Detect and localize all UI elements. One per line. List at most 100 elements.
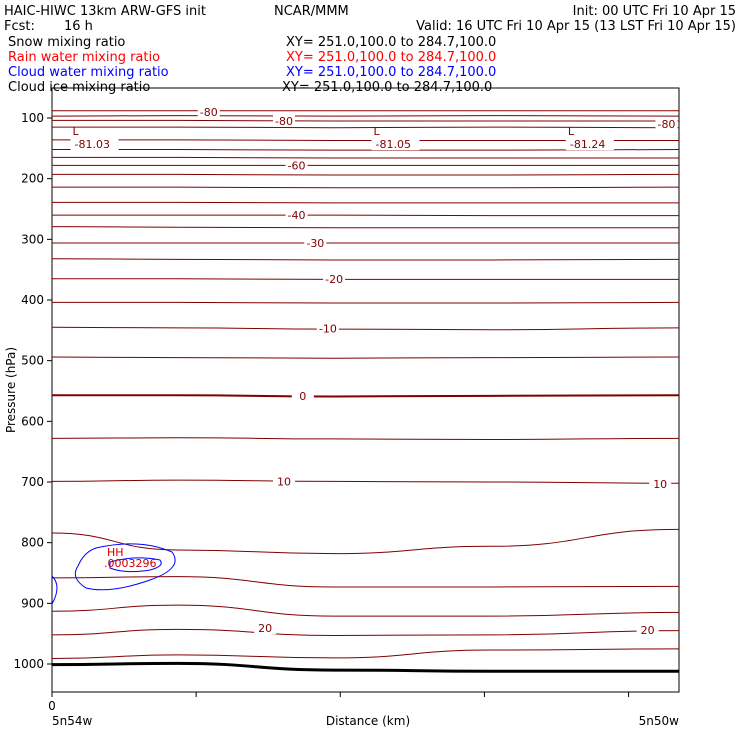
- isotherm-line: [52, 394, 680, 398]
- contour-label: 20: [258, 622, 272, 635]
- isotherm-line: [52, 139, 679, 141]
- field-cloud-water-name: Cloud water mixing ratio: [8, 65, 169, 80]
- isotherm-line: [51, 149, 680, 151]
- header-fcst-value: 16 h: [64, 19, 93, 34]
- contour-label: -80: [200, 106, 218, 119]
- contour-label: -80: [657, 118, 675, 131]
- isotherm-line: [51, 479, 680, 484]
- isotherm-line: [51, 528, 680, 555]
- y-axis-ticks: 100 200 300 400 500 600 700 800 900 1000: [13, 111, 52, 671]
- y-axis-title: Pressure (hPa): [4, 347, 18, 433]
- contour-label: 0: [299, 390, 306, 403]
- isotherm-line: [51, 326, 680, 331]
- contour-label: -80: [275, 115, 293, 128]
- extremum-value: -81.03: [75, 138, 110, 151]
- extremum-symbol: L: [374, 125, 381, 138]
- contour-label: 10: [653, 478, 667, 491]
- cloud-water-contour: [74, 543, 176, 591]
- contour-label-bg: [636, 624, 659, 637]
- isotherm-line: [51, 648, 680, 660]
- ground-surface: [51, 661, 679, 673]
- extremum-value: -81.05: [376, 138, 411, 151]
- y-tick-label: 600: [21, 414, 44, 428]
- cloud-water-contours: [51, 543, 176, 605]
- isotherm-line: [51, 576, 680, 588]
- field-snow-name: Snow mixing ratio: [8, 35, 125, 50]
- x-endpoint-left: 5n54w: [52, 714, 93, 728]
- isotherm-line: [52, 278, 679, 280]
- isotherm-line: [51, 115, 680, 117]
- contour-label: 20: [641, 624, 655, 637]
- isotherm-line: [52, 173, 680, 176]
- y-tick-label: 1000: [13, 657, 44, 671]
- isotherm-line: [51, 628, 680, 636]
- contour-label-bg: [272, 115, 295, 128]
- extremum-symbol: L: [568, 125, 575, 138]
- contour-label-bg: [316, 322, 339, 335]
- field-rain-xy: XY= 251.0,100.0 to 284.7,100.0: [286, 50, 496, 65]
- isotherm-line: [52, 126, 680, 129]
- contour-label: -10: [319, 323, 337, 336]
- isotherm-line: [51, 214, 679, 217]
- extremum-value-bg: [565, 138, 614, 151]
- header-init: Init: 00 UTC Fri 10 Apr 15: [573, 4, 736, 19]
- contour-label-bg: [285, 209, 308, 222]
- field-rain-name: Rain water mixing ratio: [8, 50, 160, 65]
- isotherm-line: [51, 604, 680, 617]
- contour-label: -30: [306, 237, 324, 250]
- y-tick-label: 900: [21, 596, 44, 610]
- y-tick-label: 700: [21, 475, 44, 489]
- isotherm-line: [52, 119, 679, 122]
- field-cloud-water-xy: XY= 251.0,100.0 to 284.7,100.0: [286, 65, 496, 80]
- y-tick-label: 200: [21, 172, 44, 186]
- y-tick-label: 300: [21, 232, 44, 246]
- plot-frame: [51, 87, 680, 693]
- contour-label: -40: [288, 209, 306, 222]
- isotherm-line: [52, 186, 680, 189]
- isotherm-contours: [51, 110, 680, 660]
- extremum-value-bg: [70, 138, 119, 151]
- header-title: HAIC-HIWC 13km ARW-GFS init: [4, 4, 206, 19]
- extremum-value: -81.24: [570, 138, 605, 151]
- header-fcst-label: Fcst:: [4, 19, 35, 34]
- isotherm-line: [52, 156, 679, 159]
- isotherm-line: [51, 226, 679, 229]
- x-axis-ticks: [51, 692, 630, 697]
- x-axis-title: Distance (km): [326, 714, 410, 728]
- isotherm-line: [52, 301, 680, 304]
- isotherm-line: [51, 258, 680, 261]
- contour-label: -60: [288, 159, 306, 172]
- extremum-symbol: L: [73, 125, 80, 138]
- contour-label-bg: [272, 475, 295, 488]
- contour-label-bg: [649, 477, 672, 490]
- contour-label-bg: [304, 236, 327, 249]
- contour-label-bg: [285, 159, 308, 172]
- y-tick-label: 500: [21, 354, 44, 368]
- contour-label-bg: [254, 622, 277, 635]
- header-valid: Valid: 16 UTC Fri 10 Apr 15 (13 LST Fri …: [416, 19, 736, 34]
- contour-label-bg: [323, 272, 346, 285]
- isotherm-line: [51, 201, 679, 204]
- contour-label-bg: [291, 389, 314, 402]
- contour-label: -20: [325, 273, 343, 286]
- y-tick-label: 800: [21, 536, 44, 550]
- cloud-water-contour: [109, 557, 162, 573]
- header-institution: NCAR/MMM: [274, 4, 349, 19]
- y-tick-label: 400: [21, 293, 44, 307]
- x-endpoint-right: 5n50w: [639, 714, 680, 728]
- cloud-high-symbol: HH: [107, 546, 124, 559]
- contour-label: 10: [277, 475, 291, 488]
- isotherm-line: [51, 437, 680, 441]
- cloud-water-contour: [51, 575, 58, 605]
- field-snow-xy: XY= 251.0,100.0 to 284.7,100.0: [286, 35, 496, 50]
- y-tick-label: 100: [21, 111, 44, 125]
- contour-label-bg: [197, 105, 220, 118]
- extremum-value-bg: [371, 138, 420, 151]
- isotherm-line: [51, 356, 680, 359]
- ground-line: [51, 661, 679, 673]
- x-tick-label-0: 0: [48, 699, 56, 713]
- contour-label-bg: [655, 118, 678, 131]
